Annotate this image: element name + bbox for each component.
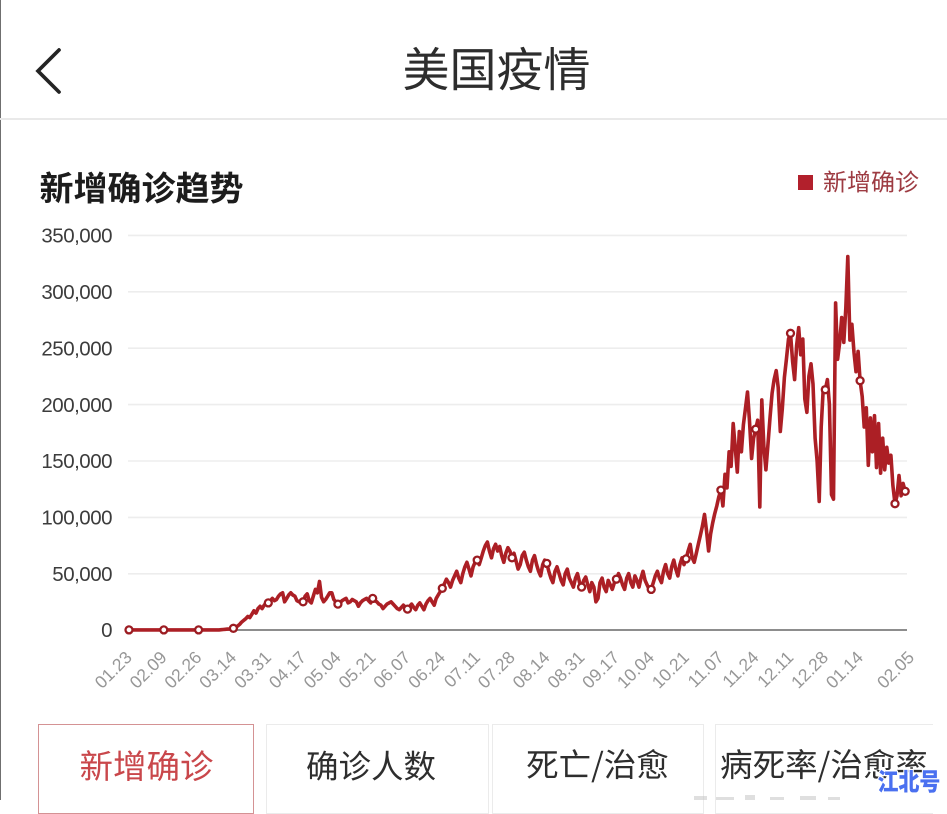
svg-text:11.07: 11.07: [684, 647, 728, 691]
svg-text:150,000: 150,000: [41, 450, 112, 473]
svg-text:03.31: 03.31: [230, 647, 275, 692]
svg-text:02.26: 02.26: [160, 647, 205, 692]
svg-text:02.05: 02.05: [873, 647, 918, 692]
svg-text:0: 0: [101, 619, 112, 642]
svg-text:01.23: 01.23: [91, 647, 136, 692]
svg-text:12.11: 12.11: [753, 647, 797, 691]
svg-text:100,000: 100,000: [41, 507, 112, 530]
svg-text:08.31: 08.31: [543, 647, 588, 692]
svg-text:11.24: 11.24: [718, 647, 762, 691]
svg-text:01.14: 01.14: [822, 647, 867, 692]
svg-text:50,000: 50,000: [52, 563, 112, 586]
svg-text:09.17: 09.17: [578, 647, 623, 692]
svg-text:08.14: 08.14: [509, 647, 554, 692]
svg-text:300,000: 300,000: [41, 281, 112, 304]
svg-text:04.17: 04.17: [265, 647, 310, 692]
svg-text:200,000: 200,000: [41, 394, 112, 417]
svg-text:350,000: 350,000: [41, 225, 112, 248]
svg-text:10.04: 10.04: [613, 647, 658, 692]
svg-text:07.28: 07.28: [474, 647, 519, 692]
svg-text:10.21: 10.21: [648, 647, 693, 692]
svg-text:05.04: 05.04: [300, 647, 345, 692]
svg-text:12.28: 12.28: [787, 647, 832, 692]
svg-text:05.21: 05.21: [334, 647, 379, 692]
svg-text:02.09: 02.09: [126, 647, 171, 692]
svg-text:07.11: 07.11: [440, 647, 484, 691]
svg-text:03.14: 03.14: [195, 647, 240, 692]
svg-text:06.07: 06.07: [369, 647, 414, 692]
svg-text:250,000: 250,000: [41, 337, 112, 360]
svg-text:06.24: 06.24: [404, 647, 449, 692]
